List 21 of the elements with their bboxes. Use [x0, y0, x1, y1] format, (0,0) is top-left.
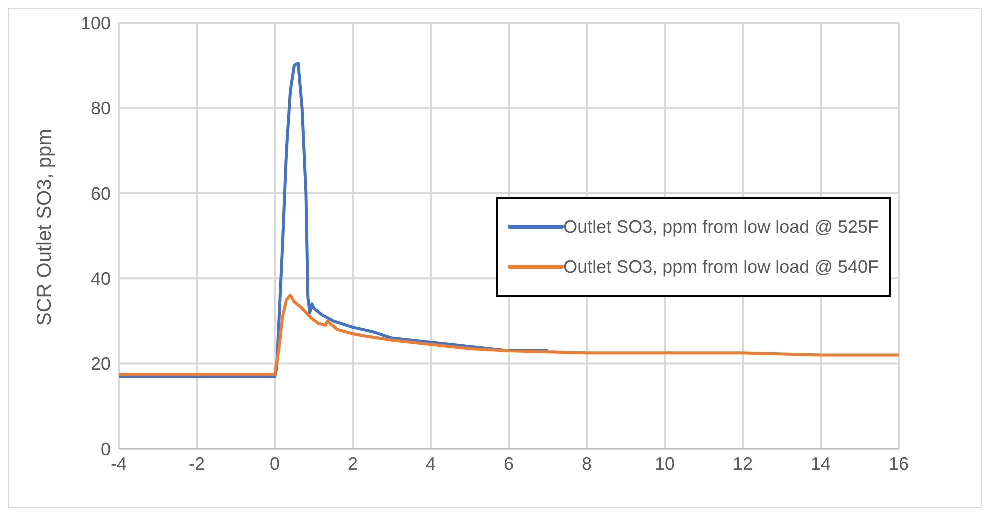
x-tick-label: 8	[582, 454, 592, 474]
x-tick-label: 10	[654, 454, 676, 474]
y-tick-label: 100	[80, 13, 111, 34]
x-tick-label: 0	[270, 454, 280, 474]
y-tick-label: 0	[100, 439, 111, 460]
y-tick-label: 60	[90, 184, 111, 204]
x-tick-label: 6	[504, 454, 514, 474]
legend-label: Outlet SO3, ppm from low load @ 540F	[564, 256, 879, 278]
x-tick-label: 16	[888, 454, 910, 474]
x-tick-label: 2	[348, 454, 358, 474]
y-axis-title: SCR Outlet SO3, ppm	[34, 129, 56, 326]
x-tick-label: -4	[110, 454, 128, 474]
line-series	[119, 294, 899, 376]
y-tick-label: 20	[90, 354, 111, 374]
x-tick-label: 12	[732, 454, 754, 474]
x-tick-label: 4	[426, 454, 436, 474]
legend-label: Outlet SO3, ppm from low load @ 525F	[564, 216, 879, 238]
x-tick-label: 14	[810, 454, 832, 474]
y-tick-label: 40	[90, 268, 111, 289]
x-tick-label: -2	[188, 454, 206, 474]
y-tick-label: 80	[90, 98, 111, 119]
